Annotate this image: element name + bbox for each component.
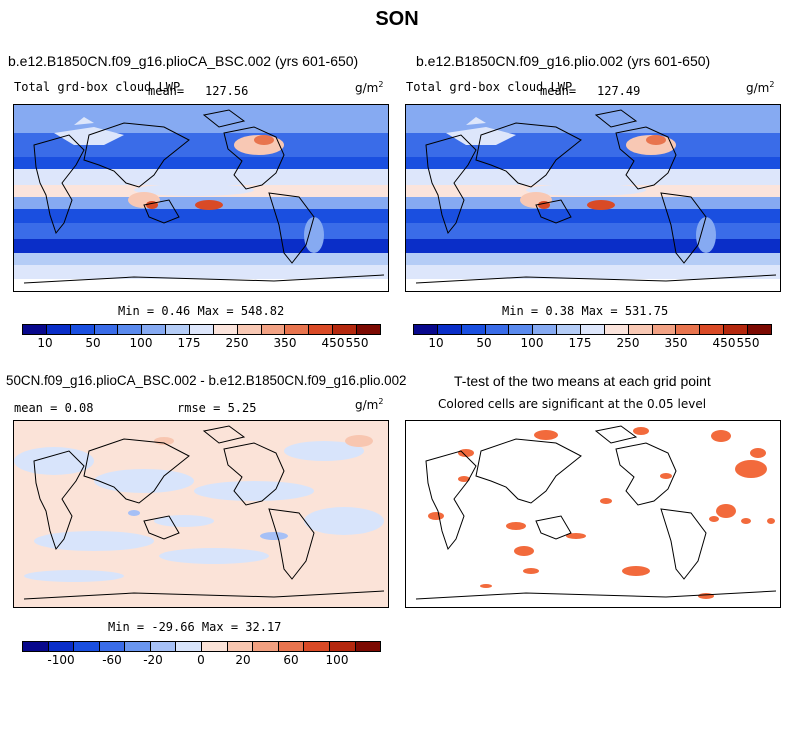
colorbar-tick-label: -20 [143, 653, 163, 667]
colorbar-tick-label: 100 [520, 336, 544, 350]
map-panel-diff [13, 420, 389, 608]
colorbar-tick-label: 350 [273, 336, 297, 350]
map-panel-ttest [405, 420, 781, 608]
colorbar-swatch [329, 642, 356, 651]
colorbar-tick-label: 250 [616, 336, 640, 350]
map-panel-left [13, 104, 389, 292]
colorbar-tick-label: 50 [85, 336, 101, 350]
colorbar-tick-label: 60 [283, 653, 299, 667]
map-panel-right [405, 104, 781, 292]
units-right: g/m2 [746, 80, 775, 95]
colorbar-tick-label: 175 [568, 336, 592, 350]
minmax-right: Min = 0.38 Max = 531.75 [502, 304, 669, 318]
colorbar-tick-label: 550 [345, 336, 369, 350]
colorbar-tick-label: 10 [37, 336, 53, 350]
colorbar-swatch [23, 325, 47, 334]
colorbar-swatch [118, 325, 143, 334]
colorbar-swatch [70, 325, 95, 334]
colorbar-swatch [253, 642, 279, 651]
colorbar-swatch [333, 325, 358, 334]
colorbar-tick-label: 450 [712, 336, 736, 350]
colorbar-swatch [23, 642, 49, 651]
colorbar-tick-label: 550 [736, 336, 760, 350]
colorbar-tick-label: 450 [321, 336, 345, 350]
colorbar-swatch [278, 642, 305, 651]
colorbar-tick-label: 10 [428, 336, 444, 350]
lwp-diff-field [14, 421, 388, 607]
lwp-field-right [406, 105, 780, 291]
colorbar-swatch [485, 325, 510, 334]
colorbar-abs-left [22, 324, 381, 335]
colorbar-tick-label: 100 [129, 336, 153, 350]
colorbar-swatch [202, 642, 228, 651]
diff-mean: mean = 0.08 [14, 401, 94, 415]
colorbar-swatch [125, 642, 151, 651]
colorbar-swatch [533, 325, 558, 334]
colorbar-swatch [748, 325, 771, 334]
colorbar-tick-label: 50 [476, 336, 492, 350]
colorbar-swatch [461, 325, 486, 334]
units-diff: g/m2 [355, 397, 384, 412]
colorbar-swatch [176, 642, 203, 651]
diff-rmse: rmse = 5.25 [177, 401, 257, 415]
colorbar-swatch [48, 642, 75, 651]
colorbar-tick-label: 175 [177, 336, 201, 350]
colorbar-swatch [261, 325, 286, 334]
colorbar-tick-label: 350 [664, 336, 688, 350]
colorbar-swatch [213, 325, 238, 334]
colorbar-tick-label: 20 [235, 653, 251, 667]
mean-label-right: mean= [540, 84, 577, 98]
colorbar-swatch [581, 325, 605, 334]
colorbar-swatch [227, 642, 254, 651]
colorbar-tick-label: -100 [47, 653, 75, 667]
colorbar-swatch [94, 325, 119, 334]
colorbar-swatch [509, 325, 534, 334]
panel-case-title-left: b.e12.B1850CN.f09_g16.plioCA_BSC.002 (yr… [8, 53, 359, 69]
colorbar-swatch [437, 325, 462, 334]
colorbar-swatch [304, 642, 330, 651]
colorbar-tick-label: -60 [102, 653, 122, 667]
variable-label-left: Total grd-box cloud LWP [14, 80, 181, 94]
colorbar-swatch [74, 642, 100, 651]
colorbar-tick-label: 250 [225, 336, 249, 350]
colorbar-swatch [99, 642, 126, 651]
panel-case-title-ttest: T-test of the two means at each grid poi… [454, 373, 711, 389]
page-title: SON [375, 8, 419, 30]
colorbar-swatch [309, 325, 334, 334]
units-left: g/m2 [355, 80, 384, 95]
colorbar-swatch [676, 325, 701, 334]
colorbar-swatch [700, 325, 725, 334]
colorbar-swatch [724, 325, 749, 334]
colorbar-swatch [166, 325, 191, 334]
colorbar-tick-label: 0 [197, 653, 205, 667]
colorbar-swatch [652, 325, 677, 334]
mean-value-left: 127.56 [205, 84, 249, 98]
colorbar-swatch [604, 325, 629, 334]
colorbar-swatch [414, 325, 438, 334]
colorbar-swatch [628, 325, 653, 334]
colorbar-swatch [46, 325, 71, 334]
colorbar-abs-right [413, 324, 772, 335]
colorbar-swatch [557, 325, 582, 334]
colorbar-swatch [285, 325, 310, 334]
colorbar-swatch [190, 325, 214, 334]
colorbar-swatch [355, 642, 381, 651]
colorbar-diff [22, 641, 381, 652]
panel-case-title-diff: 50CN.f09_g16.plioCA_BSC.002 - b.e12.B185… [6, 373, 407, 388]
colorbar-swatch [150, 642, 177, 651]
panel-case-title-right: b.e12.B1850CN.f09_g16.plio.002 (yrs 601-… [416, 53, 711, 69]
variable-label-right: Total grd-box cloud LWP [406, 80, 573, 94]
mean-label-left: mean= [148, 84, 185, 98]
significance-field [406, 421, 780, 607]
colorbar-swatch [357, 325, 380, 334]
minmax-left: Min = 0.46 Max = 548.82 [118, 304, 285, 318]
ttest-subtitle: Colored cells are significant at the 0.0… [438, 397, 707, 411]
colorbar-tick-label: 100 [325, 653, 349, 667]
colorbar-swatch [237, 325, 262, 334]
mean-value-right: 127.49 [597, 84, 641, 98]
colorbar-swatch [142, 325, 167, 334]
minmax-diff: Min = -29.66 Max = 32.17 [108, 620, 282, 634]
lwp-field-left [14, 105, 388, 291]
